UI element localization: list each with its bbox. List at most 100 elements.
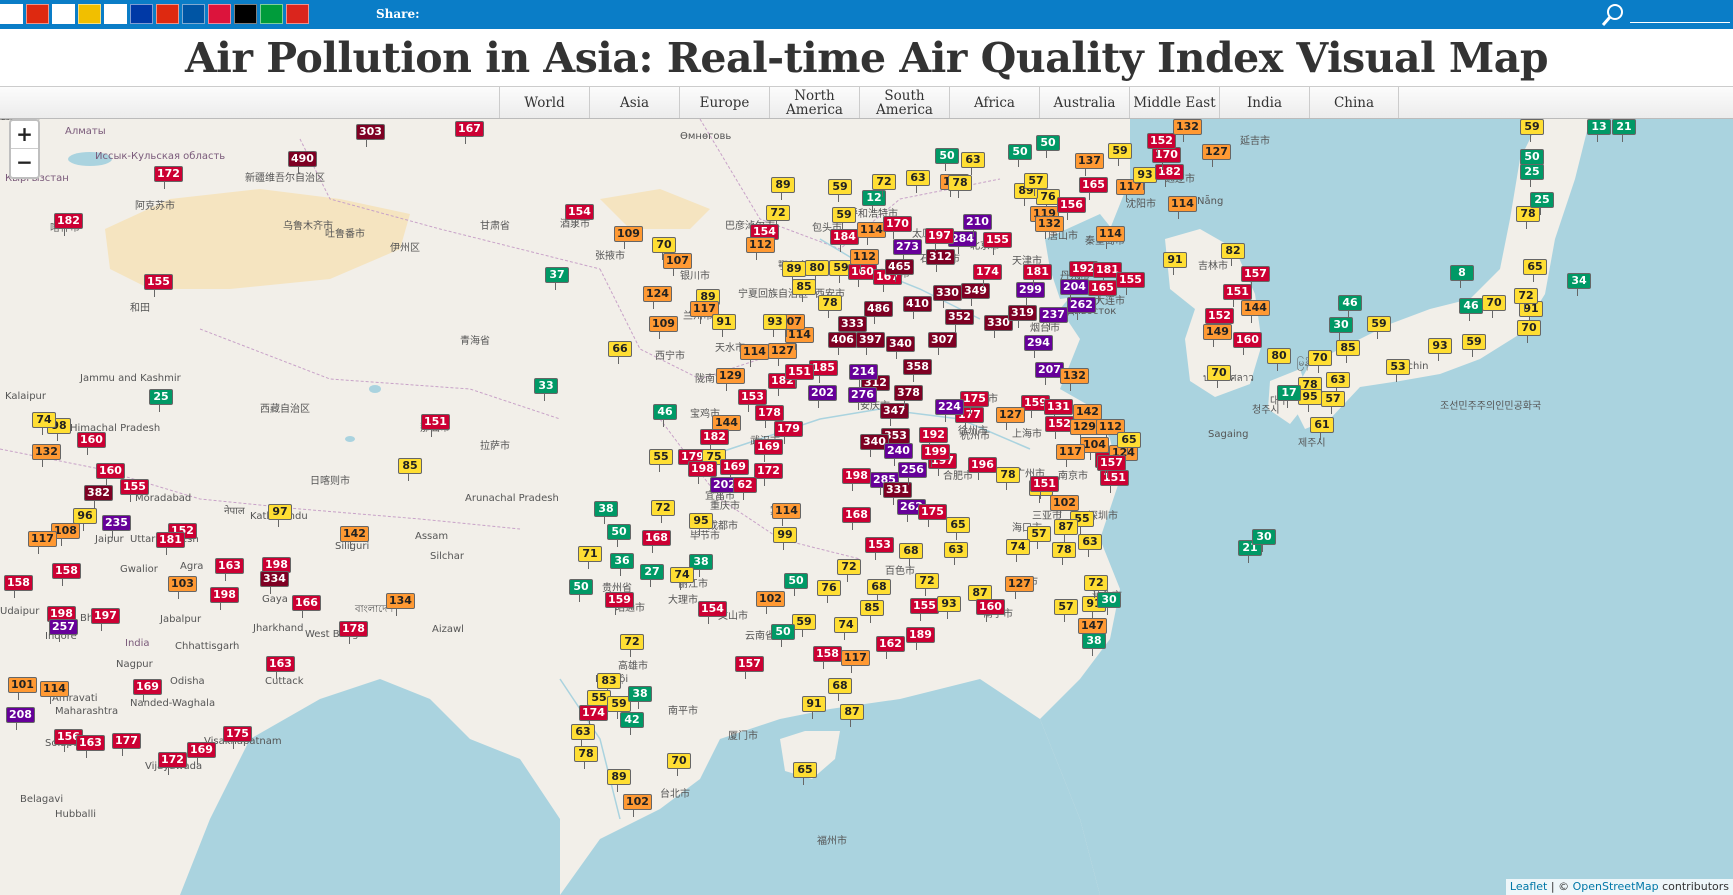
aqi-marker[interactable]: 168 xyxy=(642,530,671,553)
aqi-marker[interactable]: 38 xyxy=(628,686,652,709)
aqi-marker[interactable]: 30 xyxy=(1097,592,1121,615)
aqi-marker[interactable]: 147 xyxy=(1078,618,1107,641)
aqi-marker[interactable]: 8 xyxy=(1450,265,1474,288)
zoom-in-button[interactable]: + xyxy=(11,121,38,149)
aqi-marker[interactable]: 175 xyxy=(223,726,252,749)
aqi-marker[interactable]: 50 xyxy=(935,148,959,171)
aqi-marker[interactable]: 154 xyxy=(565,204,594,227)
flag-icon-russia[interactable] xyxy=(130,4,153,24)
aqi-marker[interactable]: 57 xyxy=(1024,173,1048,196)
aqi-marker[interactable]: 55 xyxy=(649,449,673,472)
aqi-marker[interactable]: 117 xyxy=(28,531,57,554)
aqi-marker[interactable]: 142 xyxy=(1073,404,1102,427)
aqi-marker[interactable]: 71 xyxy=(578,546,602,569)
aqi-marker[interactable]: 162 xyxy=(876,636,905,659)
aqi-marker[interactable]: 340 xyxy=(886,336,915,359)
tab-africa[interactable]: Africa xyxy=(949,87,1039,118)
aqi-marker[interactable]: 214 xyxy=(849,364,878,387)
aqi-marker[interactable]: 160 xyxy=(77,432,106,455)
aqi-marker[interactable]: 182 xyxy=(700,429,729,452)
aqi-marker[interactable]: 192 xyxy=(919,427,948,450)
flag-icon-brazil[interactable] xyxy=(260,4,283,24)
aqi-marker[interactable]: 27 xyxy=(640,564,664,587)
aqi-marker[interactable]: 96 xyxy=(73,508,97,531)
aqi-marker[interactable]: 167 xyxy=(455,121,484,144)
aqi-marker[interactable]: 160 xyxy=(848,264,877,287)
aqi-marker[interactable]: 168 xyxy=(842,507,871,530)
aqi-marker[interactable]: 25 xyxy=(1520,164,1544,187)
aqi-marker[interactable]: 30 xyxy=(1252,529,1276,552)
aqi-marker[interactable]: 199 xyxy=(921,444,950,467)
tab-india[interactable]: India xyxy=(1219,87,1309,118)
aqi-marker[interactable]: 109 xyxy=(614,226,643,249)
flag-icon-spain[interactable] xyxy=(78,4,101,24)
aqi-marker[interactable]: 102 xyxy=(623,794,652,817)
aqi-marker[interactable]: 152 xyxy=(1147,133,1176,156)
aqi-marker[interactable]: 78 xyxy=(1516,206,1540,229)
aqi-marker[interactable]: 257 xyxy=(49,619,78,642)
aqi-marker[interactable]: 163 xyxy=(266,656,295,679)
aqi-marker[interactable]: 208 xyxy=(6,707,35,730)
flag-icon-france[interactable] xyxy=(182,4,205,24)
flag-icon-germany[interactable] xyxy=(234,4,257,24)
aqi-marker[interactable]: 169 xyxy=(187,742,216,765)
aqi-marker[interactable]: 83 xyxy=(597,673,621,696)
aqi-marker[interactable]: 178 xyxy=(339,621,368,644)
aqi-marker[interactable]: 59 xyxy=(607,696,631,719)
aqi-marker[interactable]: 202 xyxy=(808,385,837,408)
aqi-marker[interactable]: 61 xyxy=(1310,417,1334,440)
tab-world[interactable]: World xyxy=(499,87,589,118)
aqi-marker[interactable]: 78 xyxy=(996,467,1020,490)
aqi-marker[interactable]: 155 xyxy=(144,274,173,297)
aqi-marker[interactable]: 85 xyxy=(860,600,884,623)
aqi-marker[interactable]: 76 xyxy=(817,580,841,603)
aqi-marker[interactable]: 196 xyxy=(968,457,997,480)
aqi-marker[interactable]: 349 xyxy=(961,283,990,306)
aqi-marker[interactable]: 46 xyxy=(653,404,677,427)
aqi-marker[interactable]: 107 xyxy=(663,253,692,276)
aqi-marker[interactable]: 72 xyxy=(1514,288,1538,311)
aqi-marker[interactable]: 87 xyxy=(968,585,992,608)
aqi-marker[interactable]: 108 xyxy=(51,523,80,546)
aqi-marker[interactable]: 155 xyxy=(910,598,939,621)
aqi-marker[interactable]: 382 xyxy=(84,485,113,508)
aqi-marker[interactable]: 273 xyxy=(893,239,922,262)
aqi-marker[interactable]: 169 xyxy=(133,679,162,702)
aqi-marker[interactable]: 85 xyxy=(1336,340,1360,363)
aqi-marker[interactable]: 340 xyxy=(860,434,889,457)
aqi-marker[interactable]: 157 xyxy=(1241,266,1270,289)
aqi-marker[interactable]: 59 xyxy=(1462,334,1486,357)
aqi-marker[interactable]: 101 xyxy=(8,677,37,700)
aqi-marker[interactable]: 172 xyxy=(154,166,183,189)
aqi-marker[interactable]: 91 xyxy=(1163,252,1187,275)
aqi-marker[interactable]: 178 xyxy=(755,405,784,428)
flag-icon-poland[interactable] xyxy=(208,4,231,24)
aqi-marker[interactable]: 158 xyxy=(52,563,81,586)
flag-icon-hongkong[interactable] xyxy=(156,4,179,24)
aqi-marker[interactable]: 276 xyxy=(848,387,877,410)
flag-icon-home[interactable] xyxy=(0,4,23,24)
tab-china[interactable]: China xyxy=(1309,87,1399,118)
aqi-marker[interactable]: 46 xyxy=(1338,295,1362,318)
aqi-marker[interactable]: 59 xyxy=(828,179,852,202)
aqi-marker[interactable]: 410 xyxy=(903,296,932,319)
search-icon[interactable] xyxy=(1600,2,1626,28)
aqi-marker[interactable]: 62 xyxy=(733,477,757,500)
aqi-marker[interactable]: 144 xyxy=(1241,300,1270,323)
aqi-marker[interactable]: 294 xyxy=(1024,335,1053,358)
aqi-marker[interactable]: 151 xyxy=(785,364,814,387)
aqi-marker[interactable]: 93 xyxy=(763,314,787,337)
aqi-marker[interactable]: 158 xyxy=(4,575,33,598)
aqi-marker[interactable]: 198 xyxy=(47,606,76,629)
aqi-marker[interactable]: 210 xyxy=(963,214,992,237)
aqi-marker[interactable]: 358 xyxy=(903,359,932,382)
aqi-marker[interactable]: 59 xyxy=(1520,119,1544,142)
tab-asia[interactable]: Asia xyxy=(589,87,679,118)
aqi-marker[interactable]: 89 xyxy=(607,769,631,792)
aqi-marker[interactable]: 33 xyxy=(534,378,558,401)
aqi-marker[interactable]: 78 xyxy=(818,295,842,318)
aqi-marker[interactable]: 170 xyxy=(883,216,912,239)
aqi-marker[interactable]: 181 xyxy=(1093,262,1122,285)
aqi-marker[interactable]: 74 xyxy=(32,412,56,435)
